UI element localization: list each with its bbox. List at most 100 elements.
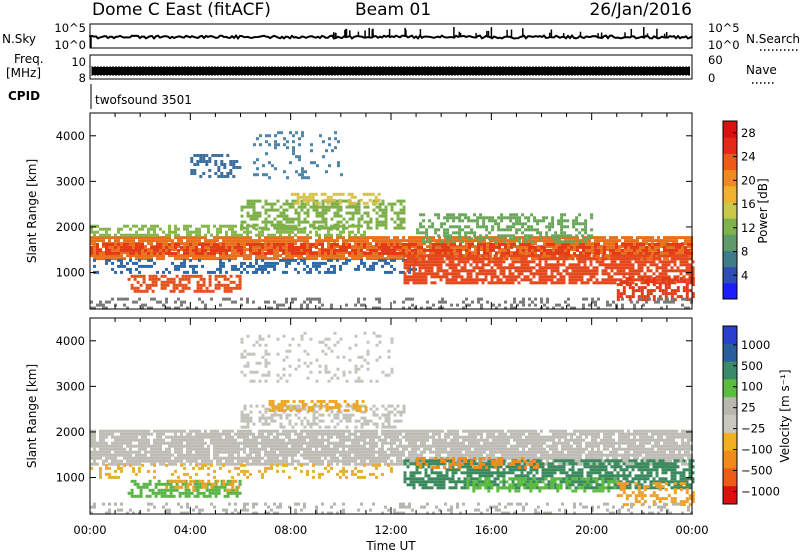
heatmap-cell xyxy=(276,306,279,310)
heatmap-cell xyxy=(612,239,615,243)
heatmap-cell xyxy=(610,275,614,279)
heatmap-cell xyxy=(426,300,429,304)
heatmap-cell xyxy=(270,223,274,227)
heatmap-cell xyxy=(466,275,470,279)
heatmap-cell xyxy=(202,157,206,160)
heatmap-cell xyxy=(127,277,131,281)
heatmap-cell xyxy=(580,257,584,261)
heatmap-cell xyxy=(216,438,219,442)
heatmap-cell xyxy=(105,300,108,304)
heatmap-cell xyxy=(418,254,422,258)
heatmap-cell xyxy=(549,236,552,240)
heatmap-cell xyxy=(141,239,144,243)
heatmap-cell xyxy=(90,444,93,448)
heatmap-cell xyxy=(624,239,627,243)
heatmap-cell xyxy=(255,251,258,255)
heatmap-cell xyxy=(408,242,411,246)
heatmap-cell xyxy=(321,205,325,209)
heatmap-cell xyxy=(324,261,327,265)
heatmap-cell xyxy=(543,248,546,252)
heatmap-cell xyxy=(439,257,443,261)
heatmap-cell xyxy=(222,261,225,265)
heatmap-cell xyxy=(402,251,405,255)
heatmap-cell xyxy=(541,269,545,273)
heatmap-cell xyxy=(681,303,684,307)
heatmap-cell xyxy=(491,216,495,220)
heatmap-cell xyxy=(399,223,403,227)
heatmap-cell xyxy=(396,257,399,261)
heatmap-cell xyxy=(336,254,339,258)
heatmap-cell xyxy=(446,219,450,223)
heatmap-cell xyxy=(649,278,653,282)
heatmap-cell xyxy=(342,199,346,203)
heatmap-cell xyxy=(96,444,99,448)
heatmap-cell xyxy=(324,270,327,274)
heatmap-cell xyxy=(505,281,509,285)
heatmap-cell xyxy=(339,208,343,212)
heatmap-cell xyxy=(628,269,632,273)
heatmap-cell xyxy=(369,242,372,246)
heatmap-cell xyxy=(219,270,222,274)
heatmap-cell xyxy=(369,251,372,255)
heatmap-cell xyxy=(409,278,413,282)
heatmap-cell xyxy=(183,453,186,457)
heatmap-cell xyxy=(258,199,262,203)
heatmap-cell xyxy=(105,456,108,460)
heatmap-cell xyxy=(381,199,385,203)
heatmap-cell xyxy=(204,441,207,445)
heatmap-cell xyxy=(288,251,291,255)
heatmap-cell xyxy=(220,163,224,166)
heatmap-cell xyxy=(439,278,443,282)
heatmap-cell xyxy=(433,263,437,267)
heatmap-cell xyxy=(165,248,168,252)
heatmap-cell xyxy=(594,303,597,307)
heatmap-cell xyxy=(548,225,552,229)
heatmap-cell xyxy=(405,242,408,246)
heatmap-cell xyxy=(445,257,449,261)
heatmap-cell xyxy=(207,254,210,258)
heatmap-cell xyxy=(219,264,222,268)
heatmap-cell xyxy=(414,306,417,310)
heatmap-cell xyxy=(648,245,651,249)
heatmap-cell xyxy=(166,280,170,284)
heatmap-cell xyxy=(240,251,243,255)
heatmap-cell xyxy=(408,306,411,310)
heatmap-cell xyxy=(264,245,267,249)
heatmap-cell xyxy=(129,438,132,442)
heatmap-cell xyxy=(210,429,213,433)
heatmap-cell xyxy=(237,248,240,252)
heatmap-cell xyxy=(579,242,582,246)
heatmap-cell xyxy=(168,453,171,457)
heatmap-cell xyxy=(616,295,620,299)
heatmap-cell xyxy=(333,211,337,215)
heatmap-cell xyxy=(538,260,542,264)
heatmap-cell xyxy=(150,258,153,262)
heatmap-cell xyxy=(186,441,189,445)
heatmap-cell xyxy=(282,242,285,246)
heatmap-cell xyxy=(138,450,141,454)
heatmap-cell xyxy=(405,245,408,249)
heatmap-cell xyxy=(639,236,642,240)
heatmap-cell xyxy=(99,300,102,304)
heatmap-cell xyxy=(216,441,219,445)
heatmap-cell xyxy=(511,263,515,267)
heatmap-cell xyxy=(408,251,411,255)
heatmap-cell xyxy=(543,254,546,258)
nave-tick-top: 60 xyxy=(708,53,723,67)
heatmap-cell xyxy=(374,195,378,199)
heatmap-cell xyxy=(688,280,692,284)
heatmap-cell xyxy=(347,192,351,196)
heatmap-cell xyxy=(261,251,264,255)
heatmap-cell xyxy=(472,278,476,282)
heatmap-cell xyxy=(321,261,324,265)
heatmap-cell xyxy=(288,257,291,261)
heatmap-cell xyxy=(141,224,144,228)
heatmap-cell xyxy=(282,248,285,252)
heatmap-cell xyxy=(439,269,443,273)
heatmap-cell xyxy=(217,274,221,278)
heatmap-cell xyxy=(616,269,620,273)
heatmap-cell xyxy=(460,269,464,273)
heatmap-cell xyxy=(504,236,507,240)
heatmap-cell xyxy=(105,429,108,433)
heatmap-cell xyxy=(360,217,364,221)
